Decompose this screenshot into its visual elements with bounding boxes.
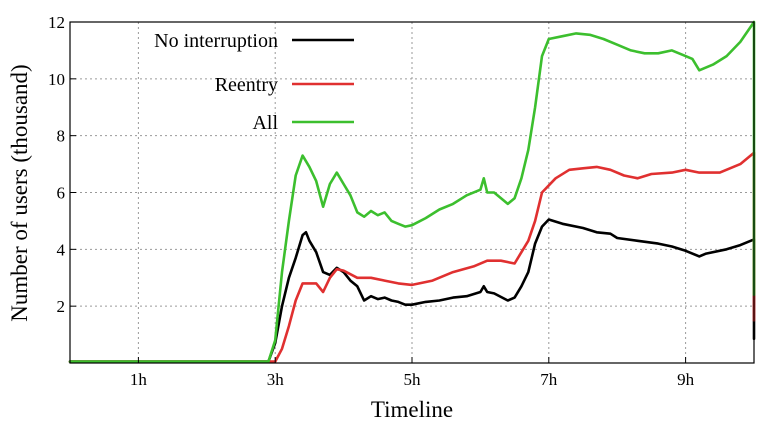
y-tick-label: 2 [57, 297, 66, 316]
series-line-1 [68, 151, 756, 363]
grid [70, 22, 754, 363]
legend: No interruption Reentry All [154, 30, 354, 134]
y-tick-label: 8 [57, 127, 66, 146]
y-tick-label: 4 [57, 240, 66, 259]
x-tick-label: 3h [267, 370, 285, 389]
y-tick-label: 6 [57, 184, 66, 203]
legend-label: Reentry [215, 74, 278, 96]
y-axis-label: Number of users (thousand) [7, 64, 32, 321]
y-tick-label: 12 [48, 13, 65, 32]
x-tick-label: 1h [130, 370, 148, 389]
x-axis-label: Timeline [371, 397, 453, 422]
x-tick-label: 5h [404, 370, 422, 389]
legend-label: No interruption [154, 30, 278, 52]
x-axis-ticks: 1h 3h 5h 7h 9h [130, 357, 695, 389]
series-line-2 [68, 20, 756, 363]
series-layer [68, 20, 756, 363]
y-tick-label: 10 [48, 70, 65, 89]
legend-label: All [252, 112, 278, 134]
series-line-0 [68, 218, 756, 363]
x-tick-label: 9h [677, 370, 695, 389]
y-axis-ticks: 2 4 6 8 10 12 [48, 13, 76, 316]
x-tick-label: 7h [540, 370, 558, 389]
